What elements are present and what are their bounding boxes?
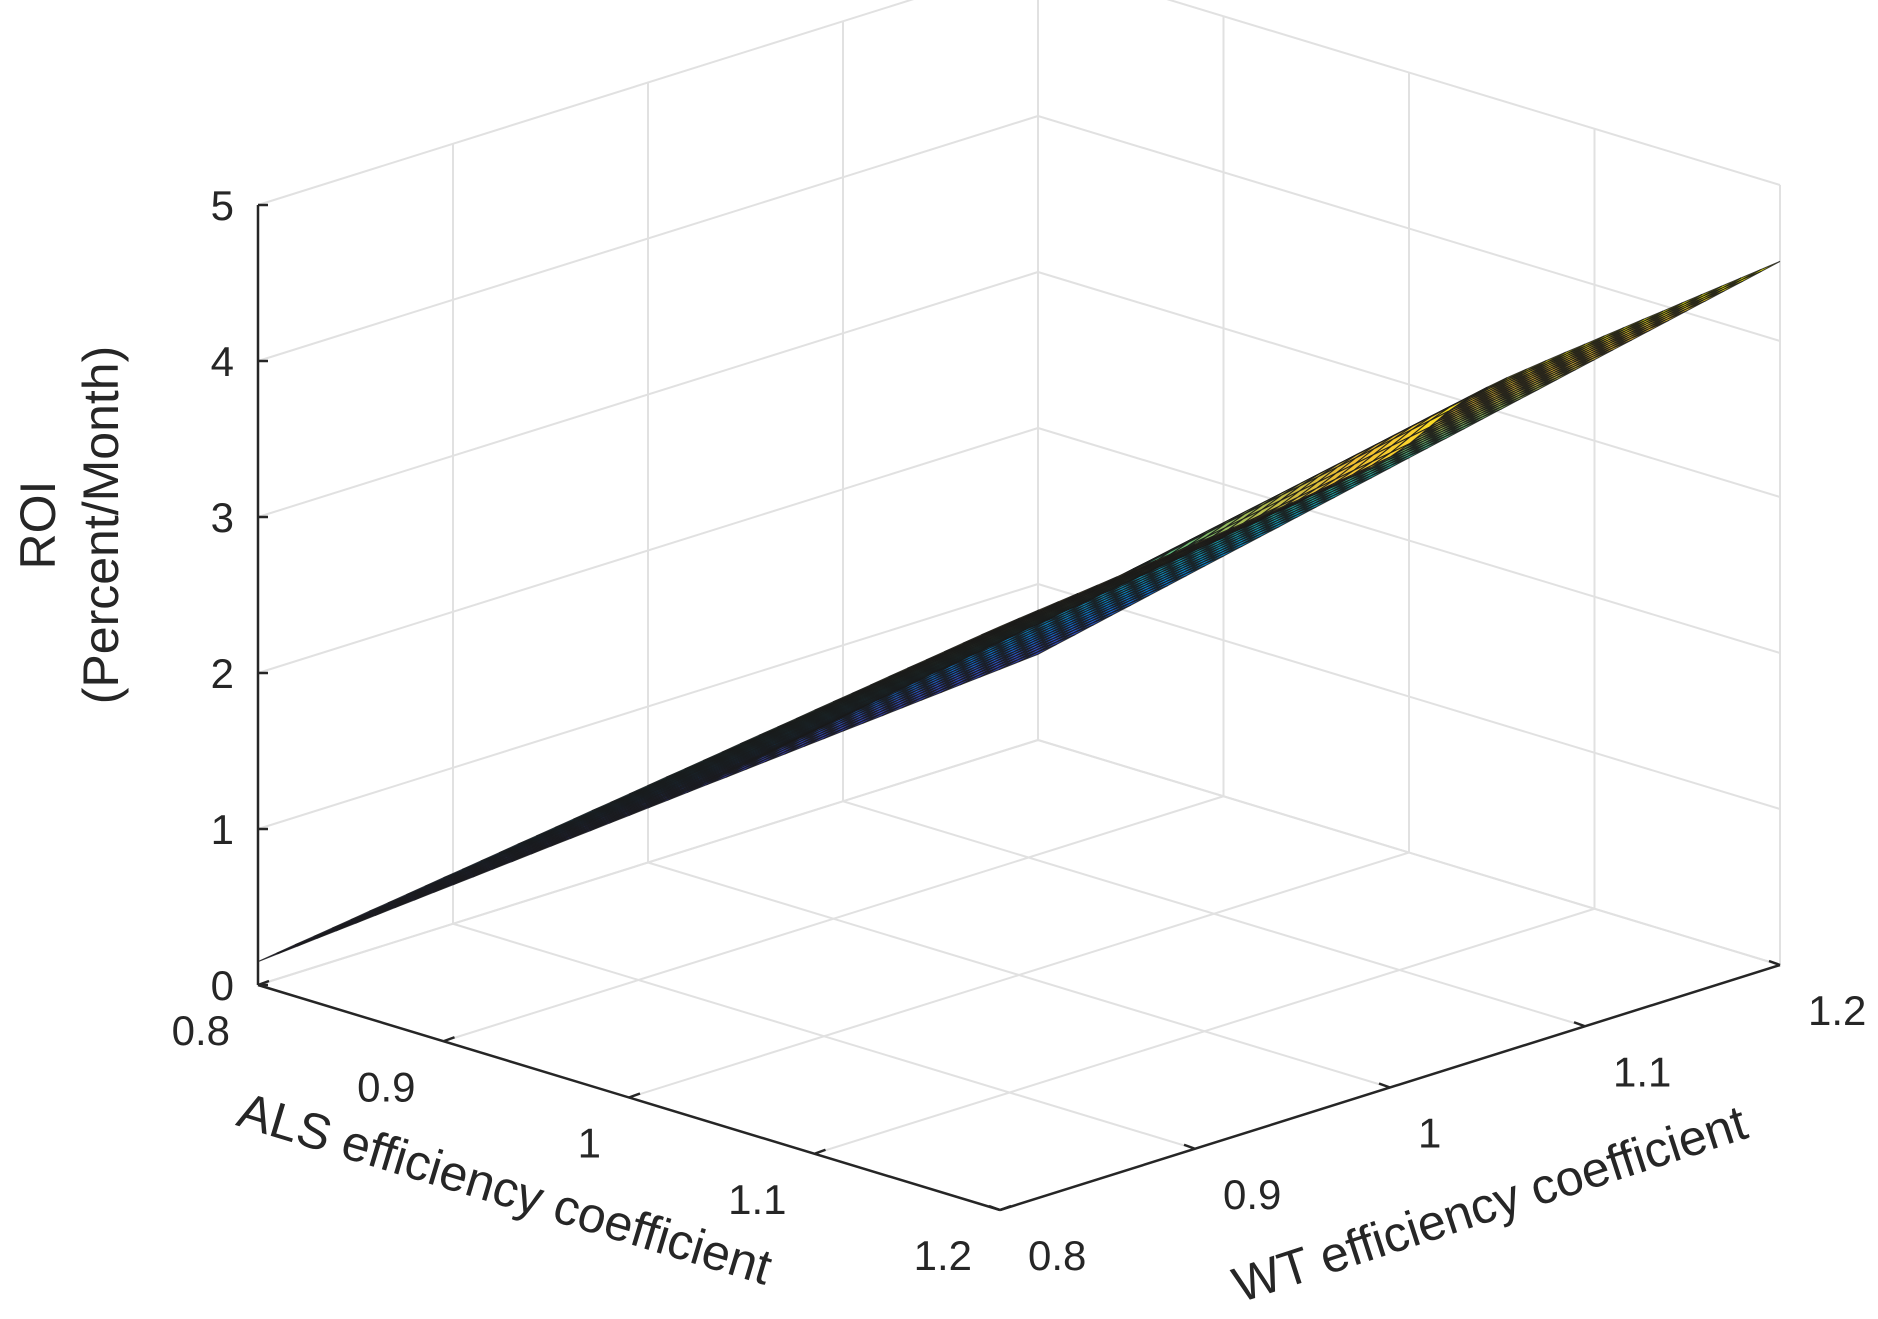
wall-grid-line [257,115,1039,362]
x-tick-mark [628,1092,641,1099]
y-tick-label: 0.9 [1223,1171,1281,1218]
y-tick-label: 1.2 [1808,987,1866,1034]
x-tick-label: 0.9 [357,1063,415,1110]
z-axis-label-units: (Percent/Month) [73,346,129,704]
y-tick-label: 1 [1418,1110,1441,1157]
z-axis-label: ROI [10,481,66,570]
wall-grid-line [257,427,1039,674]
y-tick-label: 0.8 [1028,1232,1086,1279]
wall-grid-line [1037,739,1781,966]
wall-grid-line [1037,583,1781,810]
surface-cell [981,617,1020,636]
z-tick-label: 0 [211,962,234,1009]
wall-grid-line [1037,427,1781,654]
wall-grid-line [257,739,1039,986]
floor-grid-line [647,861,1391,1089]
grid-layer [257,0,1781,1211]
surface-mesh [257,260,1781,963]
wall-grid-line [257,583,1039,830]
z-tick-label: 2 [211,650,234,697]
wall-grid-line [1037,115,1781,342]
y-tick-mark [1573,1021,1586,1028]
x-tick-mark [814,1148,826,1155]
z-tick-label: 3 [211,494,234,541]
x-tick-mark [443,1036,455,1043]
y-tick-label: 1.1 [1613,1048,1671,1095]
y-axis-label: WT efficiency coefficient [1226,1094,1754,1313]
x-tick-mark [999,1204,1012,1212]
x-tick-label: 0.8 [172,1007,230,1054]
floor-grid-line [452,922,1196,1150]
z-tick-label: 5 [211,182,234,229]
x-tick-label: 1.2 [914,1232,972,1279]
wall-grid-line [1037,271,1781,498]
z-tick-label: 4 [211,338,234,385]
axes-layer: 0.8 0.9 1 1.1 1.2 0.8 0.9 1 1.1 1.2 0 1 2 3 4 5 [172,182,1867,1279]
wall-grid-line [1166,0,1781,186]
wall-grid-line [257,271,1039,518]
y-tick-mark [1768,959,1781,967]
z-tick-label: 1 [211,806,234,853]
x-tick-label: 1.1 [728,1176,786,1223]
wall-grid-line [257,0,914,206]
y-tick-mark [988,1204,1001,1212]
x-axis-label: ALS efficiency coefficient [232,1082,779,1296]
floor-grid-line [842,800,1586,1028]
y-tick-mark [1183,1143,1196,1150]
labels-layer: ROI (Percent/Month) ALS efficiency coeff… [10,346,1754,1314]
x-tick-label: 1 [578,1120,601,1167]
y-tick-mark [1378,1082,1391,1089]
